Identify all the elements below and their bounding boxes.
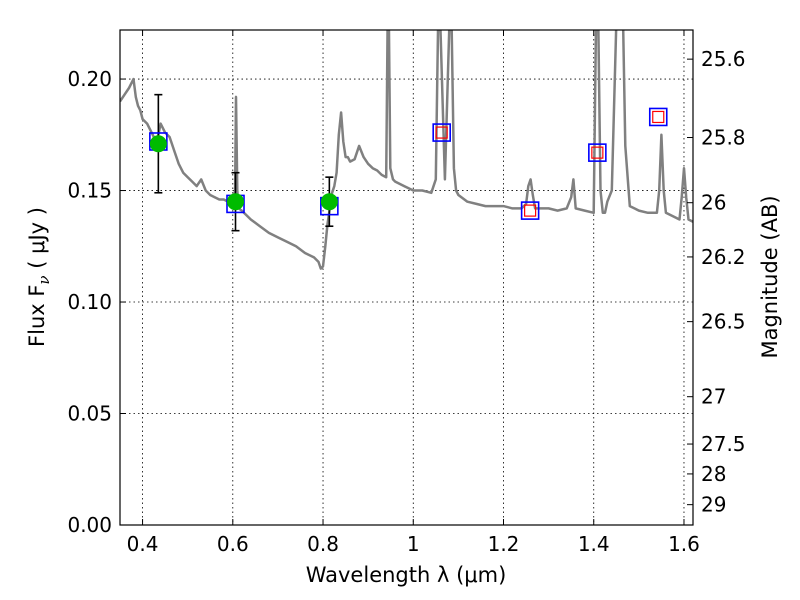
x-tick-label: 0.4 [127,532,159,556]
y2-axis-title: Magnitude (AB) [758,195,782,358]
x-tick-label: 1.6 [668,532,700,556]
flux-point-square [591,146,604,159]
x-tick-label: 1.4 [578,532,610,556]
x-tick-label: 1 [407,532,420,556]
x-axis-title: Wavelength λ (μm) [306,563,507,587]
x-tick-label: 0.8 [307,532,339,556]
y-tick-label: 0.00 [67,513,112,537]
flux-point-square [652,110,665,124]
observed-flux-point [149,135,167,153]
y2-tick-label: 26.2 [701,245,746,269]
y2-tick-label: 29 [701,493,726,517]
flux-point-square [435,126,448,139]
model-photometry-square [432,123,451,142]
sed-model-line [120,30,693,270]
model-photometry-square [520,201,540,220]
observed-flux-point [227,193,245,211]
y2-tick-label: 28 [701,462,726,486]
plot-area [120,30,693,270]
flux-point-square [524,204,537,217]
y-axis-title-unit: ( μJy ) [25,207,49,275]
y2-tick-label: 26 [701,191,726,215]
plot-frame [119,29,694,526]
y-axis-title: Flux Fν ( μJy ) [25,207,53,347]
axis-ticks: 0.4 0.6 0.8 1 1.2 1.4 1.6 0.00 0.05 0.10 0.15 0.20 2… [67,30,746,556]
y2-tick-label: 26.5 [701,310,746,334]
y2-tick-label: 27.5 [701,432,746,456]
y2-tick-label: 25.8 [701,126,746,150]
model-photometry-square [588,143,607,162]
y-axis-title-text: Flux F [25,285,49,347]
y2-tick-label: 25.6 [701,47,746,71]
y-axis-title-subscript: ν [35,275,53,284]
y2-tick-label: 27 [701,385,726,409]
x-tick-label: 1.2 [488,532,520,556]
model-photometry-square [648,107,668,127]
y-tick-label: 0.20 [67,67,112,91]
plot-background [120,30,693,525]
x-tick-label: 0.6 [217,532,249,556]
y-tick-label: 0.15 [67,179,112,203]
observed-flux-point [320,193,338,211]
y-tick-label: 0.10 [67,290,112,314]
y-tick-label: 0.05 [67,402,112,426]
